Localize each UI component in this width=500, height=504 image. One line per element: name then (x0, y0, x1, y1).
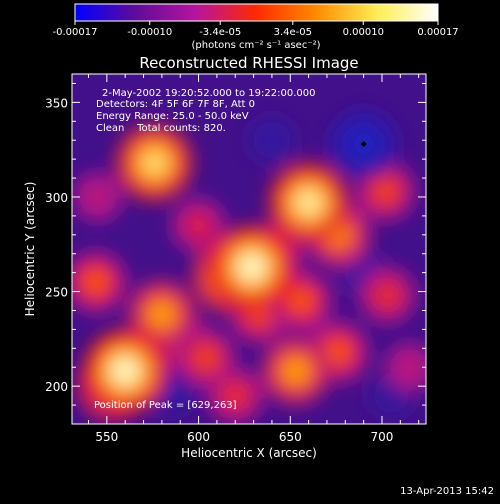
axis-ticks: 550 600 650 700 200 250 300 350 (45, 74, 426, 444)
y-axis-label: Heliocentric Y (arcsec) (23, 182, 37, 317)
plot-frame (71, 73, 427, 425)
peak-marker-glyph (360, 141, 367, 147)
annotation-energy: Energy Range: 25.0 - 50.0 keV (96, 111, 249, 122)
chart-title: Reconstructed RHESSI Image (139, 54, 358, 72)
emission-core (189, 215, 209, 235)
colorbar-tick-label: 0.00017 (417, 27, 458, 38)
emission-core (85, 271, 107, 293)
timestamp: 13-Apr-2013 15:42 (400, 486, 494, 497)
emission-core (377, 285, 398, 306)
emission-core (400, 358, 419, 376)
emission-core (327, 341, 349, 363)
x-tick-label: 550 (95, 430, 118, 444)
emission-core (195, 347, 217, 369)
emission-core (89, 188, 107, 206)
annotation-time: 2-May-2002 19:20:52.000 to 19:22:00.000 (102, 88, 315, 99)
colorbar-tick-label: 0.00010 (343, 27, 384, 38)
y-tick-label: 250 (45, 286, 68, 300)
peak-position-label: Position of Peak = [629,263] (94, 400, 237, 411)
x-tick-label: 700 (371, 430, 394, 444)
x-tick-label: 650 (279, 430, 302, 444)
peak-marker (360, 141, 367, 147)
emission-core (149, 302, 174, 327)
annotation-block: 2-May-2002 19:20:52.000 to 19:22:00.000 … (96, 88, 315, 134)
colorbar-units: (photons cm⁻² s⁻¹ asec⁻²) (191, 40, 320, 51)
plot-image (72, 74, 426, 424)
emission-core (225, 385, 246, 406)
emission-core (375, 180, 396, 202)
emission-core (237, 252, 267, 282)
y-tick-label: 300 (45, 191, 68, 205)
annotation-detectors: Detectors: 4F 5F 6F 7F 8F, Att 0 (96, 99, 255, 110)
emission-core (294, 188, 323, 217)
emission-core (141, 149, 168, 177)
emission-core (383, 387, 400, 404)
colorbar (74, 3, 439, 22)
colorbar-tick-label: -0.00017 (53, 27, 98, 38)
colorbar-tick-label: -0.00010 (127, 27, 172, 38)
emission-core (248, 303, 270, 325)
colorbar-ticks: -0.00017 -0.00010 -3.4e-05 3.4e-05 0.00010 0.… (53, 21, 459, 38)
colorbar-tick-label: -3.4e-05 (199, 27, 241, 38)
x-axis-label: Heliocentric X (arcsec) (181, 446, 317, 460)
x-tick-label: 600 (187, 430, 210, 444)
emission-map (72, 108, 426, 424)
emission-core (263, 131, 281, 149)
y-tick-label: 350 (45, 96, 68, 110)
emission-core (290, 290, 313, 312)
y-tick-label: 200 (45, 380, 68, 394)
emission-core (110, 356, 140, 386)
annotation-counts: Clean Total counts: 820. (96, 123, 226, 134)
colorbar-tick-label: 3.4e-05 (274, 27, 312, 38)
emission-core (162, 380, 181, 399)
emission-core (283, 358, 308, 384)
